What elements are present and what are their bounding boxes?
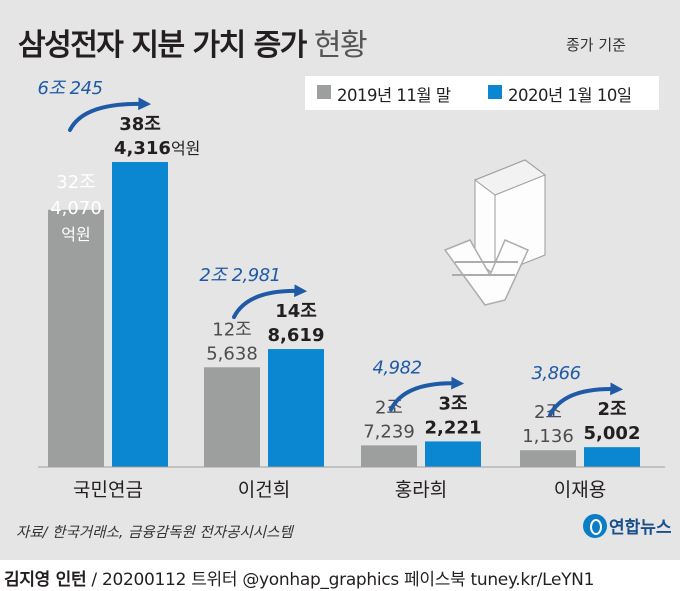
credit-details: / 20200112 트위터 @yonhap_graphics 페이스북 tun… xyxy=(86,570,595,590)
value-label-2020-jo: 14조 xyxy=(275,301,317,322)
value-label-2019-eok: 5,638 xyxy=(206,343,258,364)
bar-2019 xyxy=(361,445,417,467)
unit-label-2020: 억원 xyxy=(171,139,200,158)
price-basis-note: 종가 기준 xyxy=(566,36,626,54)
increase-label: 6조 245 xyxy=(37,78,102,99)
legend-swatch-2020 xyxy=(488,85,502,99)
category-label: 국민연금 xyxy=(73,479,143,501)
building-illustration xyxy=(443,159,547,306)
credit-author: 김지영 인턴 xyxy=(4,570,87,590)
title-suffix: 현황 xyxy=(313,28,368,63)
value-label-2020-eok: 4,316억원 xyxy=(114,138,200,159)
increase-label: 2조 2,981 xyxy=(199,265,280,286)
increase-arrow xyxy=(232,284,308,320)
category-label: 홍라희 xyxy=(395,479,447,501)
chart-title: 삼성전자 지분 가치 증가 현황 xyxy=(18,20,368,64)
value-label-2019-eok: 4,070 xyxy=(50,198,102,219)
increase-label: 3,866 xyxy=(531,363,580,384)
yonhap-logo-mark-icon xyxy=(583,513,607,538)
bar-2019 xyxy=(520,450,576,467)
increase-label: 4,982 xyxy=(372,357,421,378)
credit-line: 김지영 인턴 / 20200112 트위터 @yonhap_graphics 페… xyxy=(4,565,594,590)
increase-arrow xyxy=(389,376,465,412)
value-label-2020-eok: 2,221 xyxy=(425,417,482,438)
value-label-2020-eok: 8,619 xyxy=(268,325,325,346)
value-label-2019-eok: 1,136 xyxy=(522,426,574,447)
bar-2019 xyxy=(204,367,260,467)
unit-label: 억원 xyxy=(61,225,90,244)
category-label: 이건희 xyxy=(238,479,290,501)
legend: 2019년 11월 말 2020년 1월 10일 xyxy=(305,76,659,110)
bar-2020 xyxy=(112,162,168,467)
title-main: 삼성전자 지분 가치 증가 xyxy=(18,28,307,63)
bar-2020 xyxy=(268,349,324,467)
bar-2020 xyxy=(584,447,640,467)
value-label-2019-eok: 7,239 xyxy=(363,421,415,442)
bar-2019 xyxy=(48,209,104,467)
yonhap-logo-text: 연합뉴스 xyxy=(609,518,672,538)
legend-swatch-2019 xyxy=(317,85,331,99)
source-note: 자료/ 한국거래소, 금융감독원 전자공시시스템 xyxy=(16,525,293,541)
increase-arrow xyxy=(68,97,152,132)
value-label-2019-jo: 32조 xyxy=(56,172,95,193)
legend-label-2020: 2020년 1월 10일 xyxy=(508,86,632,105)
yonhap-logo: 연합뉴스 xyxy=(583,513,672,543)
value-label-2020-jo: 38조 xyxy=(119,114,161,135)
legend-label-2019: 2019년 11월 말 xyxy=(337,86,451,105)
bar-2020 xyxy=(425,441,481,467)
value-label-2019-jo: 12조 xyxy=(212,319,251,340)
value-label-2020-eok: 5,002 xyxy=(584,423,641,444)
increase-arrow xyxy=(548,382,624,418)
value-label-2020-jo: 2조 xyxy=(597,399,626,420)
value-label-2020-jo: 3조 xyxy=(438,393,467,414)
category-label: 이재용 xyxy=(554,479,606,501)
bar-chart: 32조 4,070 억원 38조 4,316억원 6조 245 국민연금 12조 5,638 14… xyxy=(37,78,665,501)
